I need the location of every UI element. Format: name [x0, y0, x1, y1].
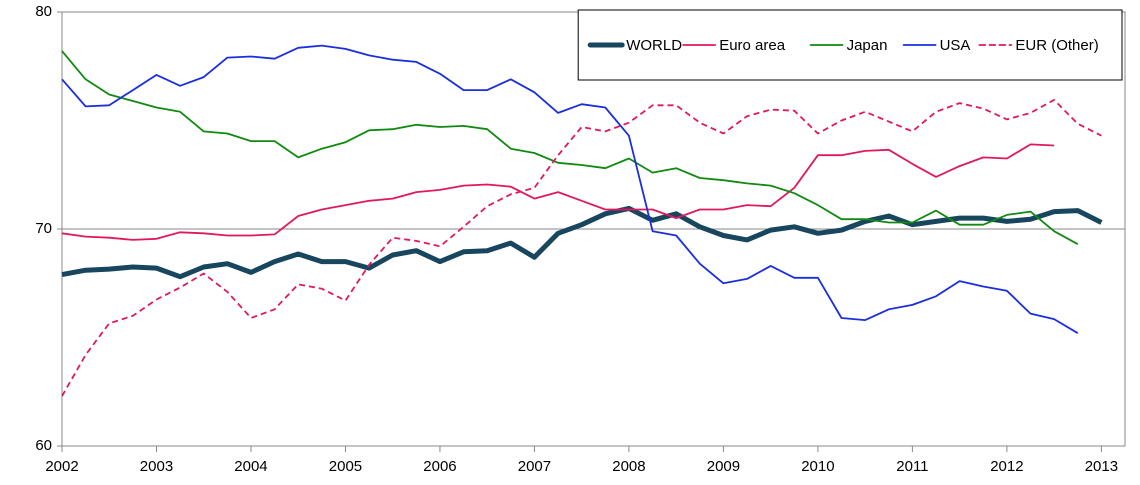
- x-tick-label: 2006: [423, 458, 456, 475]
- legend-label: Euro area: [719, 37, 786, 54]
- x-tick-label: 2004: [234, 458, 267, 475]
- x-tick-label: 2011: [896, 458, 928, 475]
- legend-label: USA: [940, 37, 971, 54]
- x-tick-label: 2010: [801, 458, 834, 475]
- x-tick-label: 2012: [990, 458, 1023, 475]
- x-tick-label: 2008: [612, 458, 645, 475]
- x-tick-label: 2009: [707, 458, 740, 475]
- series-line: [61, 50, 1079, 245]
- y-tick-label: 70: [35, 220, 52, 237]
- x-tick-label: 2002: [45, 458, 78, 475]
- y-tick-label: 80: [35, 3, 52, 20]
- y-tick-label: 60: [35, 437, 52, 454]
- x-tick-label: 2007: [518, 458, 551, 475]
- series-line: [61, 44, 1079, 334]
- legend: WORLD Euro area Japan USA EUR (Other): [577, 9, 1123, 81]
- legend-label: Japan: [847, 37, 888, 54]
- x-tick-label: 2013: [1085, 458, 1118, 475]
- series-line: [61, 205, 1103, 280]
- legend-label: WORLD: [626, 37, 682, 54]
- series-line: [61, 143, 1055, 241]
- x-tick-label: 2003: [140, 458, 173, 475]
- x-tick-label: 2005: [329, 458, 362, 475]
- series-line: [61, 99, 1102, 397]
- legend-box: [577, 9, 1123, 81]
- legend-label: EUR (Other): [1015, 37, 1098, 54]
